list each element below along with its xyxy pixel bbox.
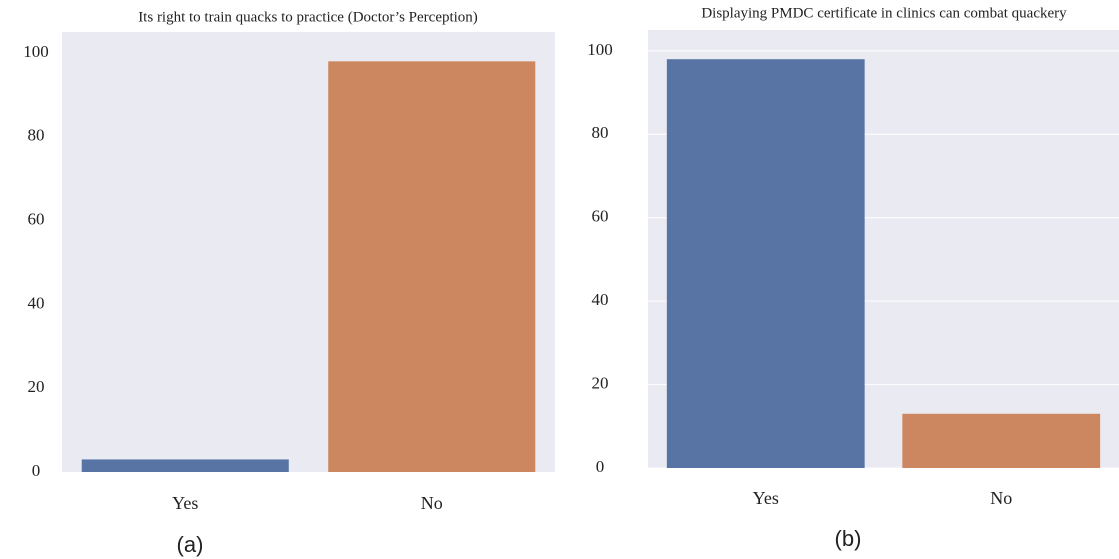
y-tick-label: 80 — [592, 123, 609, 142]
y-tick-label: 0 — [32, 461, 41, 480]
caption: (b) — [835, 526, 862, 551]
x-tick-label: Yes — [753, 488, 779, 508]
x-tick-label: Yes — [172, 493, 198, 513]
chart-title: Its right to train quacks to practice (D… — [138, 9, 478, 25]
bar — [666, 59, 865, 468]
y-tick-label: 100 — [23, 42, 49, 61]
bar — [81, 459, 289, 472]
bar — [328, 61, 536, 472]
y-tick-label: 80 — [28, 126, 45, 145]
x-tick-label: No — [421, 493, 443, 513]
y-tick-label: 40 — [592, 290, 609, 309]
chart-title: Displaying PMDC certificate in clinics c… — [701, 5, 1067, 21]
bar — [902, 413, 1101, 468]
caption: (a) — [177, 532, 204, 557]
y-tick-label: 0 — [596, 457, 605, 476]
y-tick-label: 60 — [28, 209, 45, 228]
y-tick-label: 100 — [587, 40, 613, 59]
y-tick-label: 20 — [592, 373, 609, 392]
y-tick-label: 40 — [28, 293, 45, 312]
y-tick-label: 20 — [28, 377, 45, 396]
x-tick-label: No — [990, 488, 1012, 508]
y-tick-label: 60 — [592, 207, 609, 226]
